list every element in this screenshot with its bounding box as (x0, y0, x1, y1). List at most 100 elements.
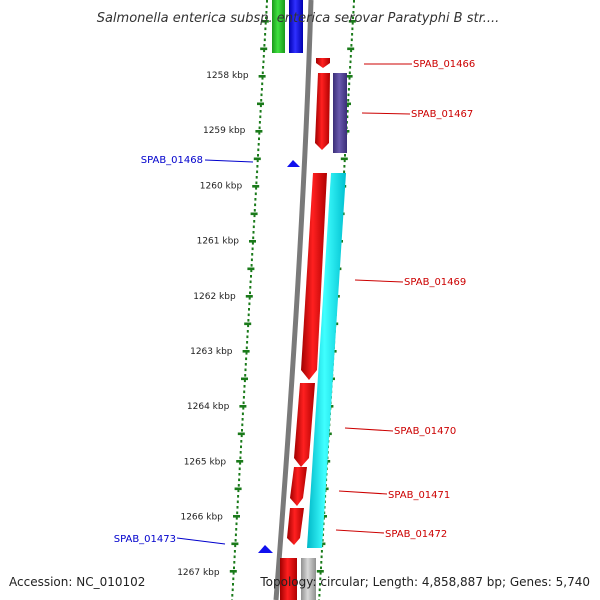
ruler-dot (348, 71, 351, 75)
label-spab-01470[interactable]: SPAB_01470 (394, 426, 456, 437)
ruler-dot (253, 209, 256, 212)
ruler-dot (319, 572, 322, 575)
ruler-dot (237, 489, 240, 493)
label-spab-01468[interactable]: SPAB_01468 (141, 155, 203, 166)
ruler-dot (351, 33, 354, 36)
label-spab-01467[interactable]: SPAB_01467 (411, 109, 473, 120)
ruler-dot (245, 357, 248, 361)
ruler-dot (253, 220, 256, 223)
gene-label-leaders (176, 63, 412, 545)
ruler-dot (248, 308, 250, 311)
ruler-dot (232, 583, 234, 586)
ruler-dot (243, 379, 246, 383)
ruler-dot (258, 137, 260, 141)
ruler-dot (351, 22, 354, 25)
ruler-dot (239, 451, 242, 454)
ruler-dot (234, 539, 237, 542)
ruler-label: 1267 kbp (177, 568, 220, 578)
ruler-dot (236, 500, 239, 504)
ruler-dot (352, 16, 354, 20)
ruler-dot (249, 291, 251, 295)
ruler-dot (248, 297, 251, 300)
ruler-dot (244, 368, 247, 372)
gene-blue-top[interactable] (289, 0, 303, 53)
ruler-dot (231, 588, 234, 592)
ruler-dot (254, 203, 257, 207)
ruler-tick (255, 130, 263, 133)
leader-spab-01468 (204, 159, 254, 163)
gene-spab-01473[interactable] (258, 545, 273, 553)
ruler-dot (260, 93, 263, 97)
ruler-dot (351, 27, 354, 31)
ruler-dot (318, 594, 321, 597)
label-spab-01472[interactable]: SPAB_01472 (385, 529, 447, 540)
ruler-dot (238, 478, 241, 482)
ruler-tick (345, 75, 353, 78)
ruler-dot (352, 5, 355, 9)
gene-spab-01472[interactable] (287, 508, 304, 545)
gene-red-bottom[interactable] (280, 558, 297, 600)
gene-features (258, 0, 347, 600)
gene-spab-01468[interactable] (287, 160, 300, 167)
gene-spab-01470[interactable] (294, 383, 315, 467)
ruler-dot (346, 104, 349, 108)
ruler-tick (253, 157, 261, 161)
ruler-label: 1264 kbp (187, 402, 230, 412)
leader-spab-01467 (361, 112, 411, 115)
ruler-dot (262, 66, 265, 69)
ruler-dot (259, 104, 262, 108)
ruler-dot (348, 77, 351, 80)
ruler-dot (350, 38, 353, 42)
ruler-dot (235, 522, 238, 526)
gene-green-top[interactable] (272, 0, 285, 53)
ruler-dot (262, 60, 265, 64)
ruler-tick-labels: 1258 kbp 1259 kbp 1260 kbp 1261 kbp 1262 kbp… (177, 71, 249, 578)
ruler-dot (242, 401, 245, 405)
label-spab-01469[interactable]: SPAB_01469 (404, 277, 466, 288)
ruler-dot (242, 407, 245, 410)
ruler-dot (265, 11, 268, 14)
ruler-dot (245, 346, 248, 350)
ruler-dot (248, 302, 251, 306)
ruler-tick (239, 405, 247, 408)
ruler-dot (255, 181, 258, 185)
ruler-dot (240, 434, 243, 438)
ruler-dot (251, 242, 254, 245)
gene-spab-01466[interactable] (316, 58, 330, 68)
gene-spab-01467-track[interactable] (333, 73, 347, 153)
ruler-dot (237, 495, 240, 498)
ruler-dot (255, 187, 258, 190)
label-spab-01471[interactable]: SPAB_01471 (388, 490, 450, 501)
label-spab-01473[interactable]: SPAB_01473 (114, 534, 176, 545)
ruler-dot (259, 110, 262, 113)
ruler-dot (256, 159, 259, 163)
ruler-dot (240, 445, 242, 449)
ruler-dot (347, 99, 350, 102)
ruler-dot (321, 533, 324, 537)
label-spab-01466[interactable]: SPAB_01466 (413, 59, 475, 70)
ruler-label: 1259 kbp (203, 126, 246, 136)
ruler-label: 1263 kbp (190, 347, 233, 357)
ruler-dot (346, 110, 349, 113)
ruler-dot (344, 154, 346, 157)
ruler-dot (238, 467, 241, 471)
ruler-dot (263, 38, 266, 42)
ruler-label: 1262 kbp (193, 292, 236, 302)
ruler-dot (263, 44, 266, 47)
ruler-tick (348, 20, 356, 23)
gene-spab-01467[interactable] (315, 73, 330, 150)
ruler-dot (236, 506, 239, 509)
gene-gray-bottom[interactable] (301, 558, 316, 600)
ruler-dot (234, 533, 237, 537)
ruler-tick (236, 460, 244, 463)
gene-spab-01469[interactable] (301, 173, 327, 380)
ruler-label: 1266 kbp (180, 513, 223, 523)
gene-spab-01471[interactable] (290, 467, 307, 506)
gene-spab-01469-track[interactable] (307, 173, 346, 548)
ruler-dot (320, 555, 323, 559)
ruler-dot (350, 49, 353, 53)
ruler-dot (320, 566, 322, 570)
leader-spab-01473 (176, 537, 226, 545)
ruler-dot (247, 324, 250, 328)
ruler-dot (241, 423, 244, 427)
